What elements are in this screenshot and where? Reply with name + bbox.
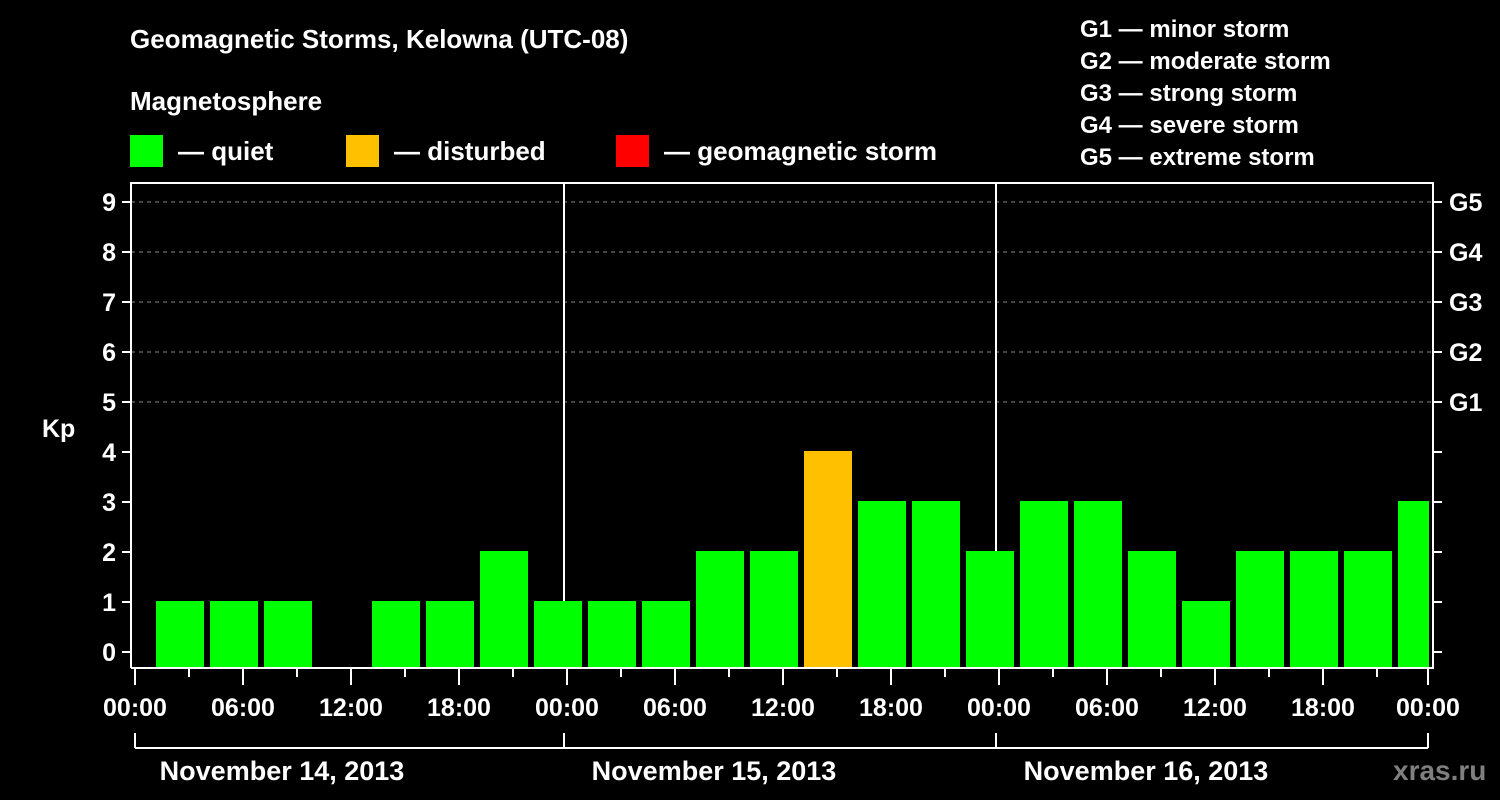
kp-bar [534,601,582,668]
x-tick-label: 18:00 [1291,694,1355,722]
plot-frame [130,182,1434,668]
kp-bar [426,601,474,668]
g-scale-label: G1 [1449,389,1482,417]
y-tick-label: 2 [102,539,116,567]
legend-label: — quiet [178,135,274,166]
x-tick-label: 12:00 [751,694,815,722]
kp-bar [642,601,690,668]
kp-bar [1128,551,1176,668]
legend-item-storm: — geomagnetic storm [616,134,937,168]
y-tick-label: 6 [102,339,116,367]
x-tick-label: 00:00 [535,694,599,722]
storm-scale-g4: G4 — severe storm [1080,112,1299,139]
kp-bar [1020,501,1068,668]
storm-scale-legend: G1 — minor storm G2 — moderate storm G3 … [1080,14,1331,174]
kp-bar [1182,601,1230,668]
storm-scale-g3: G3 — strong storm [1080,80,1298,107]
quiet-swatch [130,135,163,167]
g-scale-label: G2 [1449,339,1482,367]
kp-bar [1236,551,1284,668]
kp-bar [264,601,312,668]
storm-scale-g1: G1 — minor storm [1080,16,1290,43]
storm-swatch [616,135,649,167]
g-scale-label: G3 [1449,289,1482,317]
g-scale-label: G4 [1449,239,1482,267]
kp-bar [966,551,1014,668]
y-tick-label: 9 [102,189,116,217]
kp-bar [804,451,852,668]
legend-heading: Magnetosphere [130,86,323,116]
y-tick-label: 0 [102,639,116,667]
kp-bar [588,601,636,668]
y-tick-label: 3 [102,489,116,517]
kp-bar [480,551,528,668]
x-tick-label: 00:00 [103,694,167,722]
watermark: xras.ru [1393,755,1487,786]
x-tick-label: 00:00 [967,694,1031,722]
kp-bar [1398,501,1429,668]
x-tick-label: 18:00 [859,694,923,722]
legend-item-disturbed: — disturbed [346,134,546,168]
day-label: November 16, 2013 [1024,756,1269,786]
legend-item-quiet: — quiet [130,134,273,168]
kp-bar [1074,501,1122,668]
kp-bar [696,551,744,668]
y-tick-label: 8 [102,239,116,267]
storm-scale-g2: G2 — moderate storm [1080,48,1331,75]
day-label: November 15, 2013 [592,756,837,786]
y-tick-label: 5 [102,389,116,417]
x-tick-label: 18:00 [427,694,491,722]
kp-bar [1344,551,1392,668]
storm-scale-g5: G5 — extreme storm [1080,144,1315,171]
legend-label: — geomagnetic storm [664,135,938,166]
kp-bar [372,601,420,668]
y-tick-label: 7 [102,289,116,317]
y-tick-label: 1 [102,589,116,617]
x-tick-label: 06:00 [211,694,275,722]
kp-bar [210,601,258,668]
y-tick-label: 4 [102,439,116,467]
kp-bar [858,501,906,668]
kp-bar [750,551,798,668]
x-tick-label: 00:00 [1396,694,1460,722]
disturbed-swatch [346,135,379,167]
chart-title: Geomagnetic Storms, Kelowna (UTC-08) [130,24,629,54]
g-scale-label: G5 [1449,189,1482,217]
kp-bar [1290,551,1338,668]
y-axis-label: Kp [42,415,75,443]
x-tick-label: 06:00 [1075,694,1139,722]
kp-bar [912,501,960,668]
legend-label: — disturbed [394,135,546,166]
x-tick-label: 06:00 [643,694,707,722]
x-tick-label: 12:00 [1183,694,1247,722]
day-label: November 14, 2013 [160,756,405,786]
x-tick-label: 12:00 [319,694,383,722]
kp-bar [156,601,204,668]
